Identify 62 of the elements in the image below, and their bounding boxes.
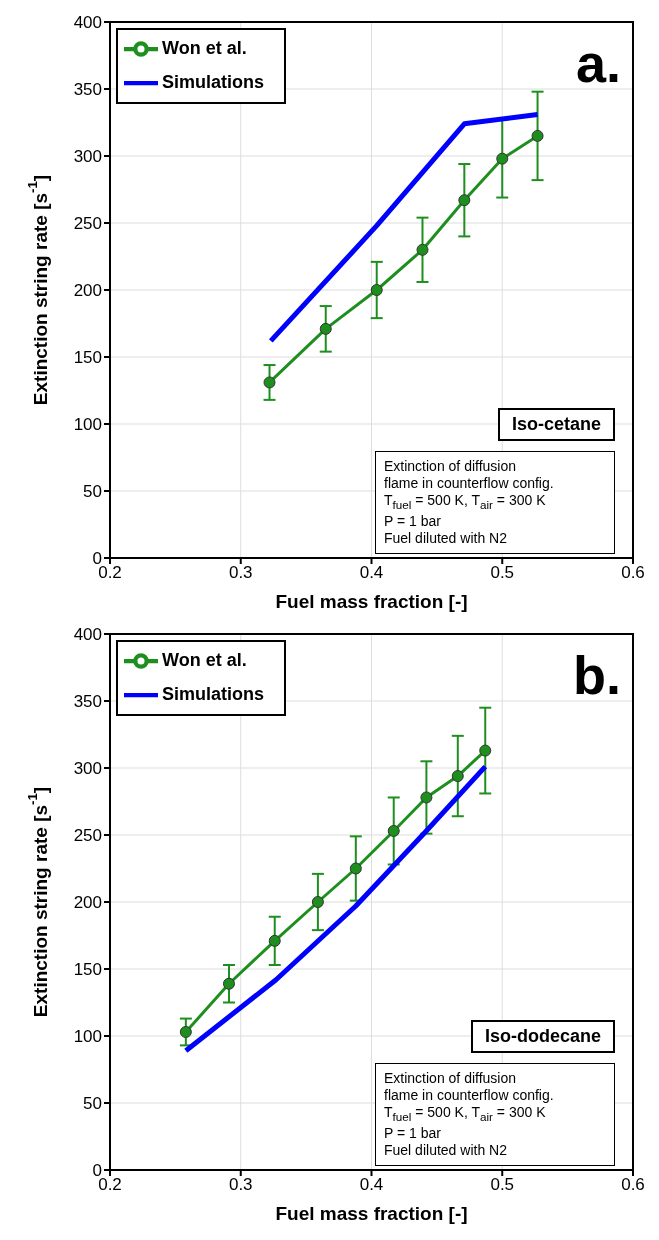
point [311, 896, 324, 908]
point [268, 934, 281, 947]
point [420, 791, 433, 804]
y-tick-label: 50 [83, 482, 102, 502]
x-tick-label: 0.2 [98, 563, 122, 583]
y-tick-label: 200 [73, 893, 102, 913]
legend-label: Simulations [162, 683, 265, 704]
annotation: P = 1 bar [384, 1125, 442, 1142]
annotation: Extinction of diffusion [384, 458, 518, 476]
x-tick-label: 0.4 [359, 563, 384, 583]
point [179, 1025, 192, 1038]
point [451, 770, 464, 783]
annotation: T$_{fuel}$ = 500 K, T$_{air}$ = 300 K [384, 492, 547, 513]
y-tick-label: 350 [73, 80, 102, 100]
annotation: a. [575, 33, 621, 93]
y-tick-label: 250 [73, 214, 102, 234]
y-tick-label: 50 [83, 1094, 102, 1114]
label-box: Iso-cetane [497, 408, 615, 442]
annotation: Fuel diluted with N2 [384, 530, 508, 547]
legend-label: Won et al. [162, 649, 247, 670]
annotation: b. [573, 645, 621, 705]
legend-label: Won et al. [162, 37, 247, 58]
point [458, 194, 471, 207]
point [263, 376, 276, 389]
legend-label: Simulations [162, 71, 265, 92]
x-axis-title: Fuel mass fraction [-] [275, 1203, 468, 1224]
x-tick-label: 0.3 [228, 563, 253, 583]
x-tick-label: 0.6 [621, 563, 645, 583]
annotation: Extinction of diffusion [384, 1070, 518, 1088]
annotation: flame in counterflow config. [384, 475, 555, 493]
label-box: Iso-dodecane [470, 1020, 615, 1054]
point [479, 744, 492, 757]
y-tick-label: 300 [73, 147, 102, 167]
y-tick-label: 150 [73, 960, 102, 980]
point [319, 322, 332, 335]
point [349, 862, 362, 875]
y-tick-label: 400 [73, 625, 102, 645]
x-tick-label: 0.2 [98, 1175, 122, 1195]
x-tick-label: 0.6 [621, 1175, 645, 1195]
y-tick-label: 100 [73, 415, 102, 435]
x-tick-label: 0.3 [228, 1175, 253, 1195]
point [496, 152, 509, 165]
point [370, 284, 383, 296]
y-tick-label: 100 [73, 1027, 102, 1047]
y-tick-label: 250 [73, 826, 102, 846]
point [416, 243, 429, 256]
y-tick-label: 400 [73, 13, 102, 33]
point [531, 129, 544, 142]
y-tick-label: 200 [73, 281, 102, 301]
annotation: Fuel diluted with N2 [384, 1142, 508, 1159]
x-tick-label: 0.5 [490, 1175, 515, 1195]
y-tick-label: 150 [73, 348, 102, 368]
y-tick-label: 300 [73, 759, 102, 779]
y-tick-label: 350 [73, 692, 102, 712]
annotation: P = 1 bar [384, 513, 442, 530]
x-axis-title: Fuel mass fraction [-] [275, 591, 468, 612]
x-tick-label: 0.5 [490, 563, 515, 583]
annotation: flame in counterflow config. [384, 1087, 555, 1105]
point [387, 824, 400, 837]
annotation: T$_{fuel}$ = 500 K, T$_{air}$ = 300 K [384, 1104, 547, 1125]
point [222, 977, 235, 990]
x-tick-label: 0.4 [359, 1175, 384, 1195]
